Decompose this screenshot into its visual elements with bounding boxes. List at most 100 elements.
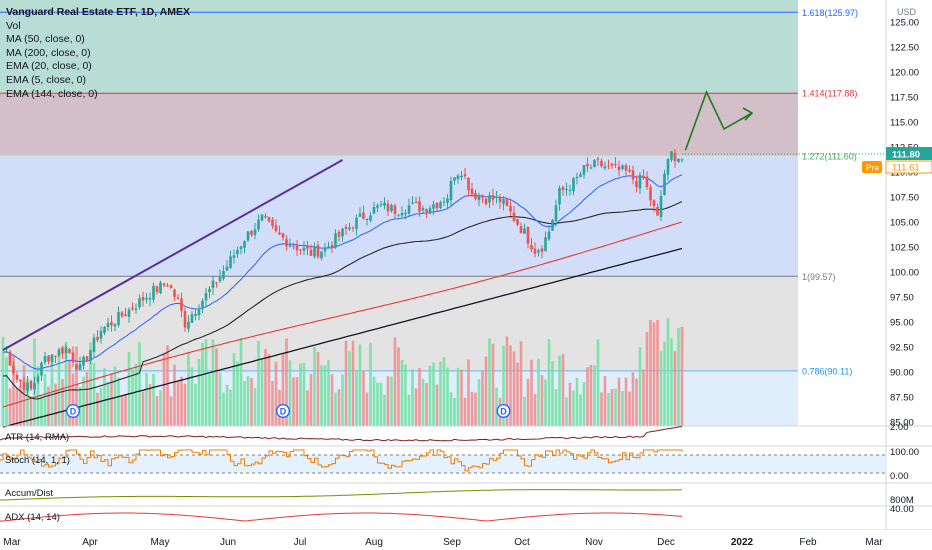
volume-bar [225,384,229,426]
volume-bar [180,376,183,426]
candle-body [313,246,316,257]
price-tick-label: 90.00 [890,368,914,379]
volume-bar [645,332,649,426]
accum-dist-label: Accum/Dist [5,488,53,499]
time-tick-label: Feb [799,537,817,548]
candle-body [505,198,509,207]
volume-bar [285,338,288,426]
candle-body [582,165,586,175]
candle-body [173,289,176,297]
volume-bar [519,341,523,426]
volume-bar [68,360,71,426]
candle-body [523,228,526,234]
candle-body [316,245,320,257]
volume-bar [477,379,481,426]
time-tick-label: Jun [220,537,236,548]
volume-bar [414,388,418,426]
candle-body [267,216,271,222]
candle-body [162,283,166,286]
candle-body [442,201,446,203]
candle-body [110,321,113,326]
candle-body [225,266,229,271]
time-tick-label: May [151,537,170,548]
candle-body [663,173,666,196]
candle-body [666,158,670,175]
volume-bar [460,369,463,426]
candle-body [456,175,460,179]
candle-body [78,363,82,370]
price-tick-label: 92.50 [890,343,914,354]
candle-body [579,174,582,177]
volume-bar [449,392,453,426]
price-tick-label: 97.50 [890,293,914,304]
stoch-tick-label: 100.00 [890,447,919,458]
volume-bar [183,383,187,426]
volume-bar [327,360,330,426]
volume-bar [134,363,138,426]
volume-bar [236,361,239,426]
candle-body [652,200,656,206]
volume-bar [92,362,96,426]
candle-body [288,244,292,247]
volume-bar [43,373,47,426]
volume-bar [173,364,176,426]
volume-bar [351,340,355,426]
candle-body [575,176,579,179]
candle-body [22,381,26,390]
time-tick-label: Jul [294,537,307,548]
volume-bar [190,367,194,426]
volume-bar [299,363,302,426]
volume-bar [404,364,407,426]
volume-bar [631,372,635,426]
candle-body [75,364,78,370]
indicator-label-ema5[interactable]: EMA (5, close, 0) [6,73,86,86]
candle-body [645,176,649,188]
volume-bar [316,351,320,426]
volume-bar [635,378,638,426]
candle-body [334,233,337,248]
volume-bar [663,341,666,426]
indicator-label-ema20[interactable]: EMA (20, close, 0) [6,60,92,73]
volume-bar [586,367,589,426]
fib-label: 1.272(111.60) [802,152,857,162]
candle-body [8,351,12,366]
volume-bar [194,383,197,426]
volume-bar [516,362,519,426]
indicator-label-ma200[interactable]: MA (200, close, 0) [6,46,91,59]
price-tick-label: 100.00 [890,268,919,279]
candle-body [320,251,323,259]
indicator-label-ema144[interactable]: EMA (144, close, 0) [6,87,98,100]
candle-body [519,226,523,234]
indicator-label-ma50[interactable]: MA (50, close, 0) [6,33,85,46]
time-axis-bg [0,530,932,550]
stoch-tick-label: 0.00 [890,471,909,482]
candle-body [491,195,495,200]
candle-body [138,298,141,308]
atr-line [0,425,683,442]
candle-body [26,382,29,392]
volume-bar [229,389,232,426]
candle-body [621,165,624,169]
price-tick-label: 95.00 [890,318,914,329]
candle-body [117,312,120,326]
volume-bar [110,373,113,426]
price-axis-bg [886,0,932,550]
candle-body [208,288,211,293]
indicator-label-vol[interactable]: Vol [6,19,21,32]
volume-bar [54,383,57,426]
volume-bar [145,372,148,426]
volume-bar [491,343,495,426]
candle-body [176,297,180,299]
volume-bar [502,345,505,426]
candle-body [253,229,257,236]
volume-bar [512,351,516,426]
candle-body [642,175,645,179]
volume-bar [22,365,26,426]
volume-bar [103,367,106,426]
volume-bar [470,391,474,426]
projection-path [684,89,753,151]
candle-body [306,245,309,249]
candle-body [260,214,264,221]
volume-bar [579,394,582,426]
